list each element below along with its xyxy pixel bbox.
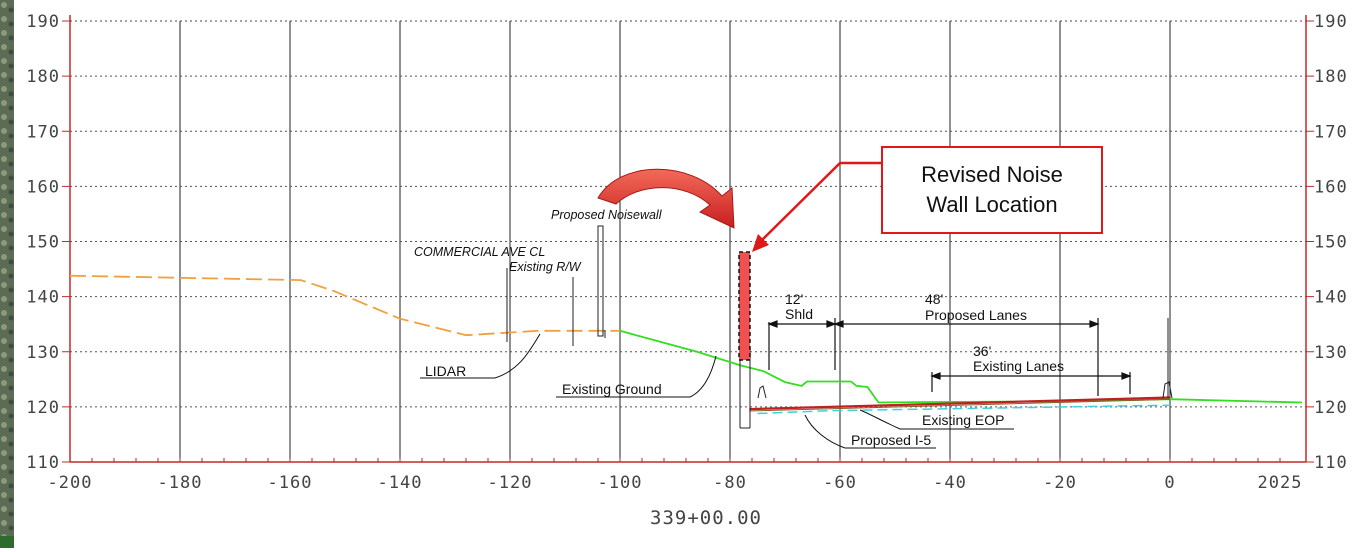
label-lidar: LIDAR: [425, 363, 466, 379]
y-tick-label-right: 160: [1314, 177, 1348, 197]
proposed-i5-leader: [804, 414, 846, 449]
x-tick-label: 2025: [1258, 473, 1303, 493]
x-tick-label: -160: [268, 473, 313, 493]
x-tick-label: -120: [488, 473, 533, 493]
y-tick-label-right: 130: [1314, 343, 1348, 363]
label-commercial-ave-cl: COMMERCIAL AVE CL: [414, 245, 545, 259]
y-tick-label-right: 120: [1314, 398, 1348, 418]
label-shld: Shld: [785, 306, 813, 322]
barrier-left: [757, 385, 767, 399]
y-tick-label-right: 150: [1314, 233, 1348, 253]
proposed-i5-profile-edge: [749, 398, 1171, 412]
drawing-paper: [14, 0, 1369, 548]
proposed-i5-profile: [749, 396, 1171, 411]
label-existing-lanes-width: 36': [973, 343, 991, 359]
y-tick-label-left: 180: [26, 67, 60, 87]
y-tick-label-left: 150: [26, 233, 60, 253]
existing-ground-leader: [556, 355, 717, 398]
survey-markers: [506, 225, 1173, 429]
lidar-leader: [420, 333, 541, 379]
label-shld-width: 12': [785, 291, 803, 307]
proposed-noisewall-outline: [597, 225, 604, 337]
x-tick-label: -80: [713, 473, 747, 493]
x-tick-label: -200: [48, 473, 93, 493]
y-tick-label-left: 110: [26, 453, 60, 473]
label-existing-ground: Existing Ground: [562, 381, 662, 397]
aerial-photo-corner: [0, 536, 14, 548]
y-tick-label-left: 170: [26, 122, 60, 142]
y-tick-label-left: 140: [26, 288, 60, 308]
x-tick-label: -60: [823, 473, 857, 493]
y-tick-label-right: 180: [1314, 67, 1348, 87]
callout-line-2: Wall Location: [926, 192, 1058, 217]
drawing-frame: [69, 15, 1307, 463]
dimension-lines: [767, 318, 1132, 396]
existing-eop-profile: [757, 404, 1171, 415]
barrier-right: [1162, 381, 1173, 399]
y-tick-label-right: 190: [1314, 12, 1348, 32]
x-tick-label: 0: [1164, 473, 1175, 493]
label-proposed-lanes: Proposed Lanes: [925, 307, 1027, 323]
aerial-photo-edge: [0, 0, 14, 548]
label-existing-lanes: Existing Lanes: [973, 358, 1064, 374]
y-tick-label-left: 120: [26, 398, 60, 418]
dimension-arrowheads: [767, 320, 1132, 380]
y-tick-label-right: 110: [1314, 453, 1348, 473]
revised-noise-wall: [738, 251, 751, 361]
label-existing-rw: Existing R/W: [509, 260, 582, 274]
x-tick-label: -40: [933, 473, 967, 493]
station-label: 339+00.00: [650, 507, 762, 529]
existing-eop-leader: [859, 409, 901, 430]
lidar-profile: [69, 274, 620, 337]
x-tick-label: -180: [158, 473, 203, 493]
label-existing-eop: Existing EOP: [922, 412, 1004, 428]
label-proposed-i5: Proposed I-5: [851, 432, 931, 448]
curved-arrow-icon: [597, 168, 735, 229]
x-tick-label: -20: [1043, 473, 1077, 493]
callout-leader: [752, 161, 881, 252]
leader-lines: [420, 333, 1014, 449]
y-tick-label-left: 130: [26, 343, 60, 363]
y-tick-label-left: 160: [26, 177, 60, 197]
axis-ticks: -200 -180 -160 -140 -120 -100 -80 -60 -40 -20 0 202…: [26, 12, 1348, 493]
profiles-layer: [69, 274, 1303, 415]
callout-arrowhead-icon: [752, 234, 769, 252]
y-tick-label-left: 190: [26, 12, 60, 32]
revised-noise-wall-callout: Revised Noise Wall Location: [881, 146, 1103, 234]
label-proposed-noisewall: Proposed Noisewall: [551, 208, 663, 222]
callout-line-1: Revised Noise: [921, 162, 1063, 187]
x-tick-label: -140: [378, 473, 423, 493]
y-tick-label-right: 140: [1314, 288, 1348, 308]
y-tick-label-right: 170: [1314, 122, 1348, 142]
x-tick-label: -100: [598, 473, 643, 493]
label-proposed-lanes-width: 48': [925, 291, 943, 307]
